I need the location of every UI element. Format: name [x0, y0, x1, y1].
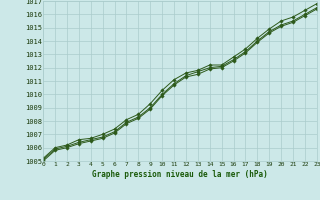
- X-axis label: Graphe pression niveau de la mer (hPa): Graphe pression niveau de la mer (hPa): [92, 170, 268, 179]
